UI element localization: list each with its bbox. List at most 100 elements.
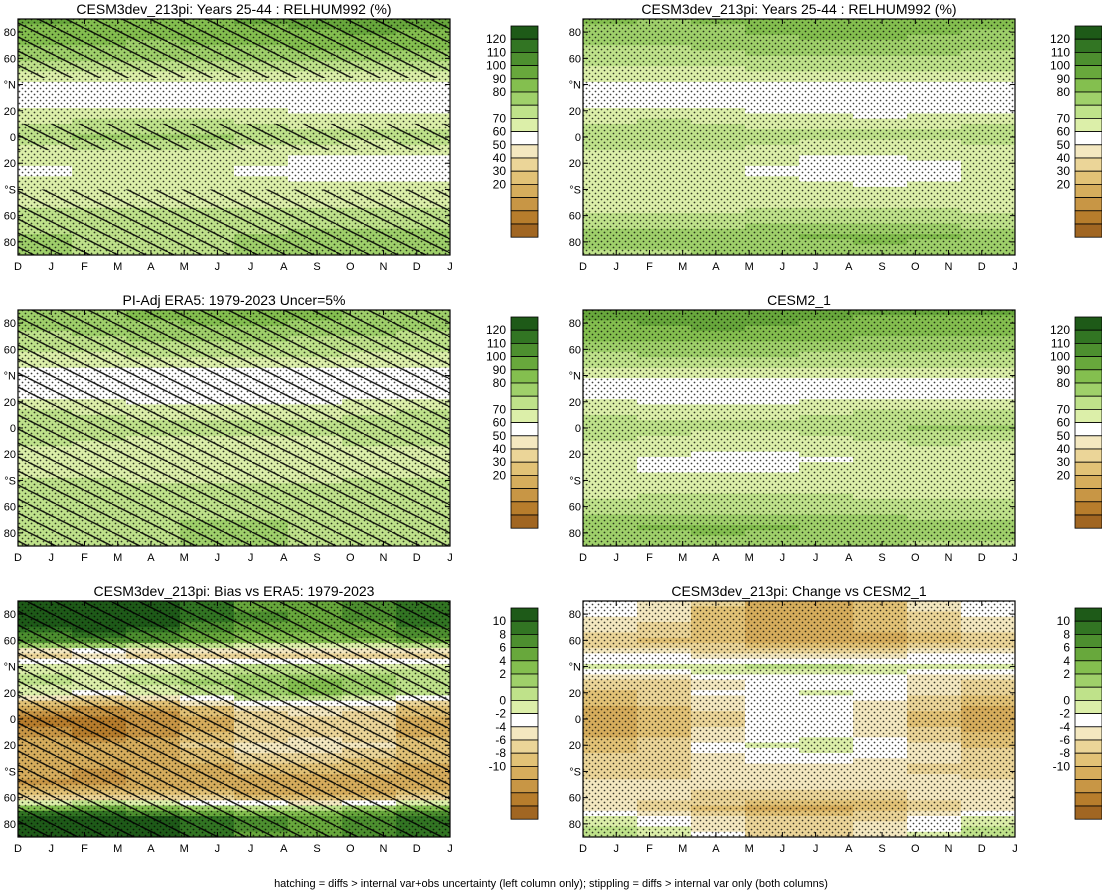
colorbar-label: -2 — [495, 707, 506, 721]
hatch-region — [18, 310, 450, 546]
colorbar-box — [510, 25, 539, 40]
colorbar-box — [1074, 700, 1102, 715]
colorbar-label: 110 — [1051, 45, 1070, 59]
y-tick-label: 60 — [4, 793, 16, 805]
x-tick-label: O — [911, 261, 920, 273]
y-tick-label: 80 — [4, 27, 16, 39]
colorbar-box — [510, 660, 539, 675]
x-tick-label: N — [945, 261, 953, 273]
y-tick-label: °S — [4, 766, 16, 778]
colorbar-box — [1074, 316, 1102, 331]
colorbar-label: 120 — [486, 32, 506, 46]
heatmap-field — [18, 19, 450, 255]
x-tick-label: A — [845, 843, 853, 855]
x-tick-label: S — [878, 552, 885, 564]
y-tick-label: 20 — [569, 106, 581, 118]
x-tick-label: M — [180, 843, 189, 855]
y-tick-label: 20 — [4, 449, 16, 461]
colorbar-box — [1074, 673, 1102, 688]
y-tick-label: 80 — [4, 819, 16, 831]
x-tick-label: J — [1012, 552, 1018, 564]
colorbar-label: 30 — [1057, 164, 1071, 178]
colorbar-box — [510, 779, 539, 794]
colorbar-box — [510, 435, 539, 450]
x-tick-label: S — [878, 843, 885, 855]
colorbar-box — [510, 342, 539, 357]
colorbar-label: 90 — [493, 72, 507, 86]
colorbar-box — [510, 739, 539, 754]
colorbar-box — [1074, 779, 1102, 794]
y-tick-label: °S — [569, 184, 581, 196]
colorbar-label: 20 — [493, 177, 507, 191]
x-tick-label: J — [1012, 261, 1018, 273]
y-tick-label: 20 — [4, 106, 16, 118]
x-tick-label: J — [215, 843, 221, 855]
colorbar-box — [510, 157, 539, 172]
colorbar-box — [510, 118, 539, 133]
x-tick-label: A — [712, 261, 720, 273]
panel-title: CESM3dev_213pi: Bias vs ERA5: 1979-2023 — [94, 583, 375, 599]
hatch-region — [18, 19, 450, 78]
y-tick-label: °S — [569, 475, 581, 487]
y-tick-label: 60 — [4, 211, 16, 223]
colorbar-box — [510, 210, 539, 225]
colorbar-box — [510, 356, 539, 371]
x-tick-label: A — [280, 261, 288, 273]
x-tick-label: S — [313, 843, 320, 855]
colorbar-label: -6 — [495, 733, 506, 747]
colorbar-box — [1074, 157, 1102, 172]
x-tick-label: M — [678, 261, 687, 273]
panel-p2: CESM3dev_213pi: Years 25-44 : RELHUM992 … — [569, 1, 1102, 273]
colorbar-label: 110 — [487, 45, 506, 59]
colorbar-box — [1074, 356, 1102, 371]
colorbar-box — [1074, 38, 1102, 53]
panel-p4: CESM2_1 D J F M A M J J A S O N D J 80 60 °N 20 0 20 °S 60 80 12… — [569, 292, 1102, 564]
panel-title: CESM3dev_213pi: Years 25-44 : RELHUM992 … — [76, 1, 391, 17]
x-tick-label: O — [346, 843, 355, 855]
x-tick-label: A — [712, 843, 720, 855]
colorbar-label: 50 — [493, 429, 507, 443]
y-tick-label: 20 — [4, 740, 16, 752]
x-tick-label: J — [813, 843, 819, 855]
x-tick-label: J — [248, 552, 254, 564]
y-tick-label: 20 — [4, 397, 16, 409]
x-tick-label: D — [14, 552, 22, 564]
colorbar-label: 100 — [486, 59, 506, 73]
colorbar-label: 20 — [493, 468, 507, 482]
colorbar-box — [1074, 686, 1102, 701]
x-tick-label: D — [978, 261, 986, 273]
x-tick-label: F — [81, 552, 88, 564]
x-tick-label: N — [380, 552, 388, 564]
y-tick-label: 20 — [569, 397, 581, 409]
panel-title: CESM3dev_213pi: Change vs CESM2_1 — [671, 583, 926, 599]
y-tick-label: 80 — [4, 237, 16, 249]
stipple-region — [583, 310, 1015, 546]
colorbar-label: 8 — [499, 627, 506, 641]
y-tick-label: 0 — [10, 423, 16, 435]
colorbar-box — [510, 408, 539, 423]
y-tick-label: 60 — [569, 344, 581, 356]
colorbar-box — [510, 65, 539, 80]
stipple-region — [583, 601, 1015, 837]
colorbar-box — [510, 514, 539, 529]
heatmap-field — [583, 310, 1015, 546]
y-tick-label: °N — [4, 662, 16, 674]
colorbar-box — [510, 395, 539, 410]
y-tick-label: 0 — [575, 132, 581, 144]
colorbar-label: 80 — [1057, 85, 1071, 99]
x-tick-label: J — [613, 843, 619, 855]
colorbar-label: 6 — [499, 641, 506, 655]
colorbar-label: 6 — [1063, 641, 1070, 655]
colorbar-box — [510, 382, 539, 397]
x-tick-label: J — [48, 261, 54, 273]
x-tick-label: S — [878, 261, 885, 273]
colorbar-label: 10 — [493, 614, 507, 628]
colorbar-label: 110 — [1051, 336, 1070, 350]
colorbar-box — [510, 805, 539, 820]
colorbar-box — [510, 607, 539, 622]
y-tick-label: 60 — [569, 53, 581, 65]
colorbar-box — [1074, 501, 1102, 516]
x-tick-label: A — [712, 552, 720, 564]
colorbar-box — [510, 369, 539, 384]
